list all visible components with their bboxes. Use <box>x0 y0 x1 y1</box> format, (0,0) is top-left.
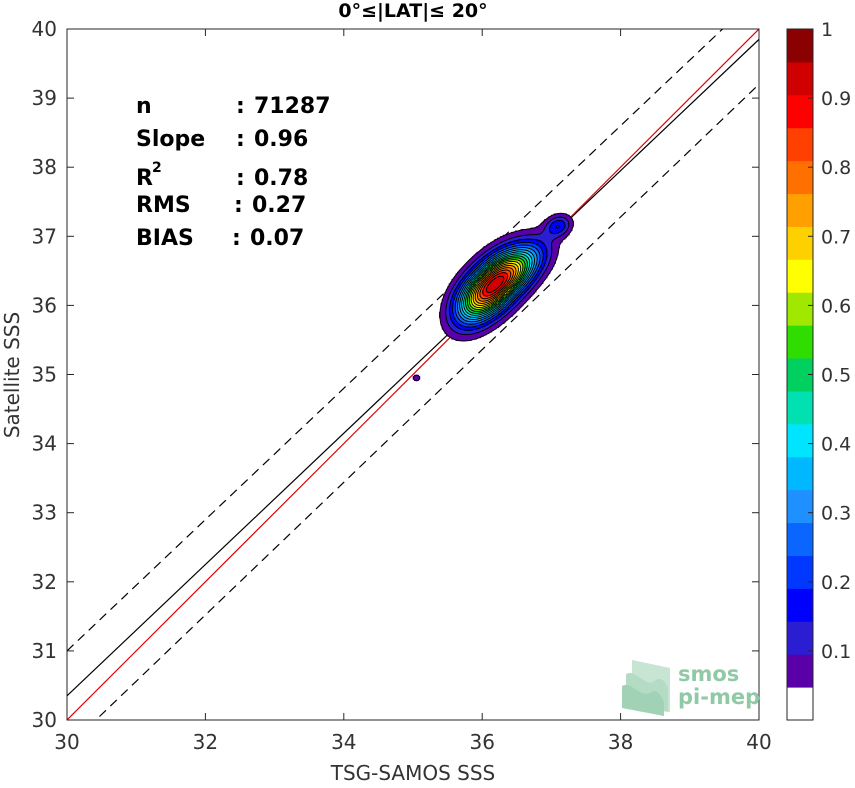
colorbar-tick-label: 0.7 <box>821 226 851 248</box>
upper-bound-line <box>67 29 724 652</box>
x-tick-label: 40 <box>746 730 771 754</box>
y-tick-label: 35 <box>32 363 57 387</box>
contour-line-level <box>482 272 509 297</box>
colorbar-swatch <box>787 160 813 195</box>
chart-title: 0°≤|LAT|≤ 20° <box>338 0 487 22</box>
colorbar-swatch <box>787 94 813 129</box>
stat-value: 0.07 <box>250 226 304 251</box>
contour-line-level <box>457 247 538 323</box>
stat-value: 0.27 <box>252 193 306 218</box>
regression-line <box>67 29 759 720</box>
colorbar-swatch <box>787 489 813 524</box>
colorbar-swatch <box>787 654 813 688</box>
y-tick-label: 32 <box>32 570 57 594</box>
x-tick-label: 34 <box>331 730 356 754</box>
colorbar-tick-label: 0.6 <box>821 295 851 317</box>
stat-label: RMS <box>136 193 191 218</box>
x-tick-label: 38 <box>608 730 633 754</box>
stat-value: 71287 <box>254 94 331 119</box>
stat-label: n <box>136 94 152 119</box>
stat-label: Slope <box>136 127 205 152</box>
y-tick-label: 40 <box>32 17 57 41</box>
colorbar-swatch <box>787 127 813 162</box>
axis-ticks: 30 32 34 36 38 40 30 31 32 33 34 35 36 37 38 39 40 <box>32 17 772 754</box>
contour-line-level <box>461 251 533 318</box>
colorbar-tick-label: 0.1 <box>821 641 851 663</box>
stat-label: R <box>136 166 153 191</box>
contour-line-level <box>485 275 505 293</box>
stat-label-superscript: 2 <box>152 160 162 176</box>
stat-value: 0.78 <box>254 166 308 191</box>
colorbar-swatch <box>787 193 813 227</box>
contour-line-level <box>454 244 541 325</box>
colorbar-swatch <box>787 226 813 260</box>
contour-line-level <box>474 264 517 304</box>
colorbar-swatch <box>787 259 813 293</box>
colorbar-swatch <box>787 687 813 721</box>
colorbar-swatch <box>787 390 813 425</box>
y-tick-label: 30 <box>32 708 57 732</box>
colorbar-tick-label: 0.3 <box>821 503 851 525</box>
contour-line-level <box>449 219 566 331</box>
smos-pi-mep-logo: smos pi-mep <box>622 660 760 716</box>
y-tick-label: 33 <box>32 501 57 525</box>
y-axis-label: Satellite SSS <box>0 312 24 438</box>
y-tick-label: 37 <box>32 224 57 248</box>
y-tick-label: 31 <box>32 639 57 663</box>
stat-label: BIAS <box>136 226 194 251</box>
colorbar-tick-label: 1 <box>821 19 833 41</box>
contour-line-level <box>452 224 560 328</box>
stat-separator: : <box>234 193 243 218</box>
x-axis-label: TSG-SAMOS SSS <box>330 761 496 784</box>
logo-line1: smos <box>678 662 739 686</box>
contour-line-level <box>466 257 526 312</box>
contour-line-level <box>470 260 522 309</box>
x-tick-label: 32 <box>193 730 218 754</box>
stat-separator: : <box>232 226 241 251</box>
colorbar-swatch <box>787 29 813 63</box>
contour-line-level <box>412 212 574 382</box>
colorbar-tick-label: 0.2 <box>821 572 851 594</box>
stat-separator: : <box>236 94 245 119</box>
density-contours <box>412 212 574 382</box>
colorbar-swatch <box>787 423 813 458</box>
colorbar: 0.1 0.2 0.3 0.4 0.5 0.6 0.7 0.8 0.9 1 <box>786 19 851 721</box>
contour-line-level <box>445 216 570 336</box>
contour-line-level <box>465 255 528 314</box>
stat-separator: : <box>236 166 245 191</box>
y-tick-label: 36 <box>32 293 57 317</box>
logo-line2: pi-mep <box>678 685 760 709</box>
colorbar-tick-label: 0.5 <box>821 365 851 387</box>
contour-line-level <box>479 269 512 300</box>
colorbar-tick-label: 0.4 <box>821 434 851 456</box>
stat-value: 0.96 <box>254 127 308 152</box>
colorbar-swatch <box>787 522 813 556</box>
y-tick-label: 39 <box>32 86 57 110</box>
colorbar-swatch <box>787 621 813 655</box>
x-tick-label: 30 <box>54 730 79 754</box>
x-tick-label: 36 <box>469 730 494 754</box>
colorbar-swatch <box>787 456 813 491</box>
y-tick-label: 34 <box>32 432 57 456</box>
one-to-one-line <box>67 38 759 697</box>
colorbar-tick-label: 0.8 <box>821 157 851 179</box>
colorbar-swatch <box>787 555 813 589</box>
stat-separator: : <box>236 127 245 152</box>
colorbar-swatch <box>787 325 813 359</box>
reference-lines <box>67 29 759 720</box>
colorbar-swatch <box>787 61 813 96</box>
colorbar-swatch <box>787 588 813 622</box>
contour-line-level <box>476 267 515 302</box>
contour-line-level <box>468 259 524 310</box>
colorbar-swatch <box>787 292 813 326</box>
colorbar-tick-label: 0.9 <box>821 88 851 110</box>
y-tick-label: 38 <box>32 155 57 179</box>
contour-line-level <box>472 262 519 307</box>
logo-waves-icon <box>622 660 670 716</box>
contour-line-level <box>463 253 531 316</box>
lower-bound-line <box>94 83 759 720</box>
